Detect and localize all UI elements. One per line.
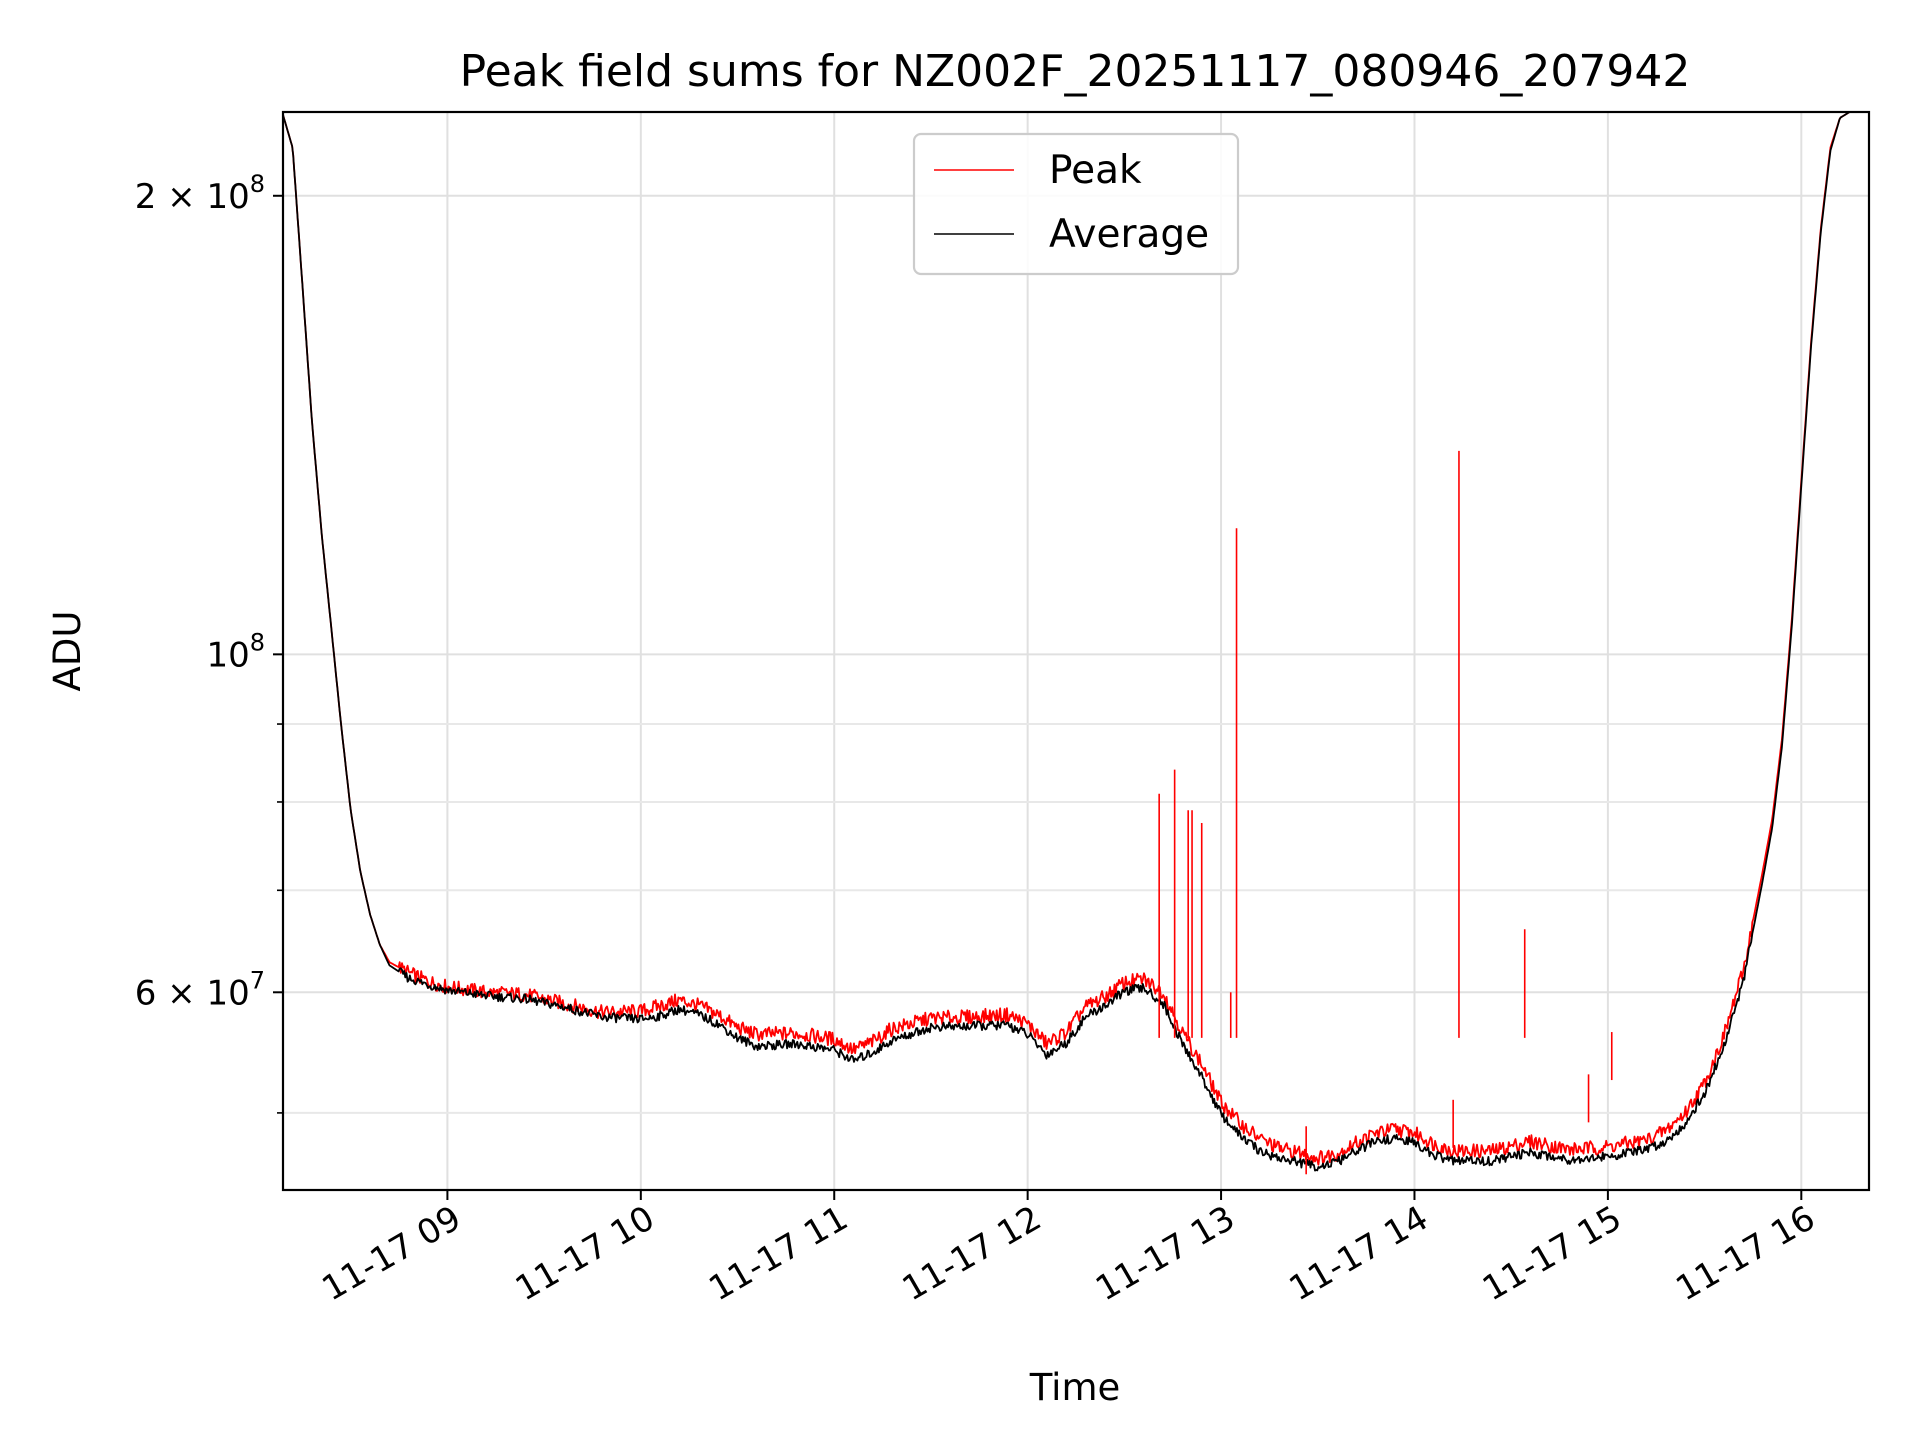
y-tick-label-exponent: 8: [250, 628, 265, 656]
legend-box: [912, 132, 1240, 276]
legend-label-average: Average: [1049, 212, 1209, 257]
y-tick-label-base: 10: [206, 635, 249, 675]
y-tick-label-base: 6 × 10: [135, 973, 250, 1013]
grid: [283, 112, 1869, 1190]
y-tick-label: 108: [206, 628, 265, 675]
legend-label-peak: Peak: [1049, 148, 1142, 193]
y-tick-label-exponent: 8: [250, 170, 265, 198]
y-tick-label: 2 × 108: [135, 170, 265, 217]
y-axis-label: ADU: [46, 611, 89, 692]
chart-title: Peak field sums for NZ002F_20251117_0809…: [460, 46, 1691, 97]
y-tick-label-exponent: 7: [250, 966, 265, 994]
y-tick-label: 6 × 107: [135, 966, 265, 1013]
y-tick-label-base: 2 × 10: [135, 177, 250, 217]
series-line-average: [283, 112, 1869, 1172]
plot-series: [283, 112, 1869, 1175]
plot-frame: [281, 110, 1871, 1192]
legend: Peak Average: [912, 132, 1240, 276]
x-axis-label: Time: [1029, 1366, 1121, 1409]
